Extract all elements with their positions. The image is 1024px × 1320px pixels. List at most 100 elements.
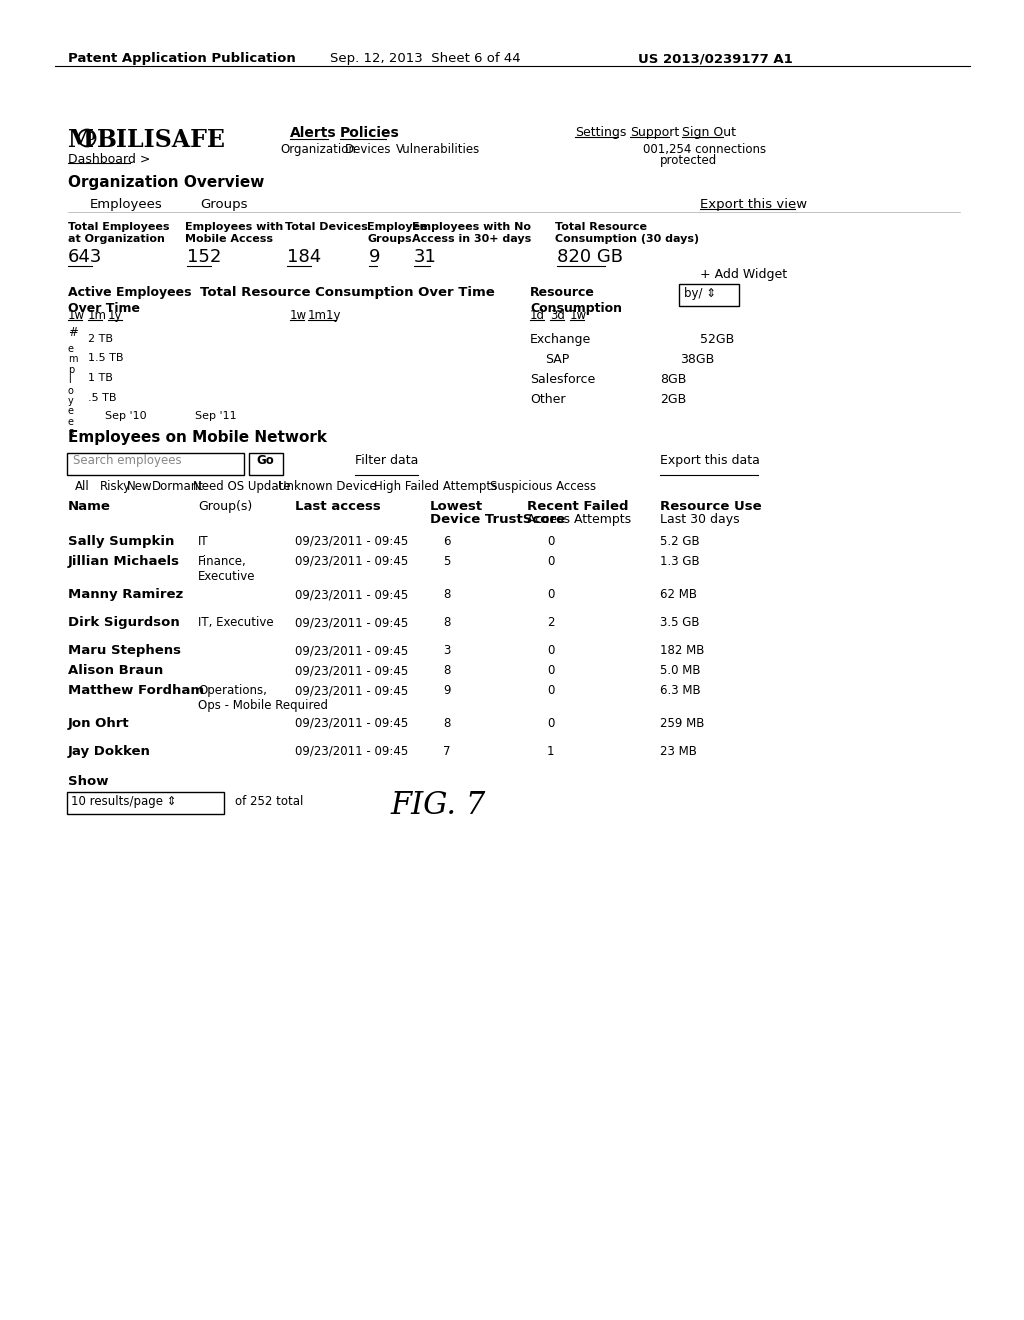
Text: 09/23/2011 - 09:45: 09/23/2011 - 09:45 — [295, 684, 409, 697]
Text: 9: 9 — [443, 684, 451, 697]
Text: 09/23/2011 - 09:45: 09/23/2011 - 09:45 — [295, 587, 409, 601]
Text: Maru Stephens: Maru Stephens — [68, 644, 181, 657]
Text: Unknown Device: Unknown Device — [278, 480, 377, 492]
Text: 8GB: 8GB — [660, 374, 686, 385]
Text: 1.5 TB: 1.5 TB — [88, 352, 124, 363]
Text: 820 GB: 820 GB — [557, 248, 623, 267]
Text: Name: Name — [68, 500, 111, 513]
Text: 8: 8 — [443, 717, 451, 730]
Text: Groups: Groups — [200, 198, 248, 211]
Text: Device TrustScore: Device TrustScore — [430, 513, 565, 525]
Text: 2 TB: 2 TB — [88, 334, 113, 345]
Text: 2: 2 — [547, 616, 555, 630]
Text: 8: 8 — [443, 664, 451, 677]
Text: All: All — [75, 480, 90, 492]
Text: 1w: 1w — [68, 309, 85, 322]
FancyBboxPatch shape — [679, 284, 739, 306]
Text: Settings: Settings — [575, 125, 627, 139]
Text: Salesforce: Salesforce — [530, 374, 595, 385]
Text: Jillian Michaels: Jillian Michaels — [68, 554, 180, 568]
Text: FIG. 7: FIG. 7 — [390, 789, 485, 821]
Text: Devices: Devices — [345, 143, 391, 156]
Text: Dirk Sigurdson: Dirk Sigurdson — [68, 616, 180, 630]
Text: 152: 152 — [187, 248, 221, 267]
Text: #: # — [68, 326, 78, 339]
Text: SAP: SAP — [545, 352, 569, 366]
Text: Dormant: Dormant — [152, 480, 204, 492]
Text: Alerts: Alerts — [290, 125, 337, 140]
Text: 09/23/2011 - 09:45: 09/23/2011 - 09:45 — [295, 744, 409, 758]
Text: 0: 0 — [547, 644, 554, 657]
Text: Lowest: Lowest — [430, 500, 483, 513]
Text: 1y: 1y — [108, 309, 123, 322]
Text: IT, Executive: IT, Executive — [198, 616, 273, 630]
FancyBboxPatch shape — [249, 453, 283, 475]
Text: US 2013/0239177 A1: US 2013/0239177 A1 — [638, 51, 793, 65]
Text: Vulnerabilities: Vulnerabilities — [396, 143, 480, 156]
Text: 0: 0 — [547, 717, 554, 730]
Text: Jay Dokken: Jay Dokken — [68, 744, 151, 758]
Text: High Failed Attempts: High Failed Attempts — [374, 480, 498, 492]
FancyBboxPatch shape — [67, 792, 224, 814]
Text: 3.5 GB: 3.5 GB — [660, 616, 699, 630]
Text: Sign Out: Sign Out — [682, 125, 736, 139]
Text: Dashboard >: Dashboard > — [68, 153, 151, 166]
Text: 0: 0 — [547, 554, 554, 568]
Text: 1d: 1d — [530, 309, 545, 322]
Text: Employees: Employees — [90, 198, 163, 211]
Text: Filter data: Filter data — [355, 454, 419, 467]
Text: Matthew Fordham: Matthew Fordham — [68, 684, 204, 697]
Text: 09/23/2011 - 09:45: 09/23/2011 - 09:45 — [295, 616, 409, 630]
Text: Support: Support — [630, 125, 679, 139]
Text: M: M — [68, 128, 94, 152]
Text: 1m1y: 1m1y — [308, 309, 341, 322]
Text: 0: 0 — [547, 664, 554, 677]
Text: Show: Show — [68, 775, 109, 788]
Text: New: New — [127, 480, 153, 492]
Text: Employees with No
Access in 30+ days: Employees with No Access in 30+ days — [412, 222, 531, 244]
Text: 7: 7 — [443, 744, 451, 758]
Text: Search employees: Search employees — [73, 454, 181, 467]
Text: by/ ⇕: by/ ⇕ — [684, 286, 716, 300]
Text: Group(s): Group(s) — [198, 500, 252, 513]
Text: + Add Widget: + Add Widget — [700, 268, 787, 281]
Text: Suspicious Access: Suspicious Access — [490, 480, 596, 492]
Text: 09/23/2011 - 09:45: 09/23/2011 - 09:45 — [295, 717, 409, 730]
Text: 0: 0 — [547, 587, 554, 601]
Text: 6.3 MB: 6.3 MB — [660, 684, 700, 697]
Text: Active Employees
Over Time: Active Employees Over Time — [68, 286, 191, 315]
Text: of 252 total: of 252 total — [234, 795, 303, 808]
Text: Sep '10: Sep '10 — [105, 411, 146, 421]
Text: Jon Ohrt: Jon Ohrt — [68, 717, 130, 730]
Text: 38GB: 38GB — [680, 352, 715, 366]
Text: 001,254 connections: 001,254 connections — [643, 143, 766, 156]
Text: Patent Application Publication: Patent Application Publication — [68, 51, 296, 65]
Text: Employee
Groups: Employee Groups — [367, 222, 428, 244]
Text: e
m
p
l
o
y
e
e
s: e m p l o y e e s — [68, 345, 78, 437]
Text: IT: IT — [198, 535, 209, 548]
Text: 10 results/page ⇕: 10 results/page ⇕ — [71, 795, 176, 808]
Text: Go: Go — [256, 454, 273, 467]
Text: Total Resource Consumption Over Time: Total Resource Consumption Over Time — [200, 286, 495, 300]
Text: 8: 8 — [443, 616, 451, 630]
Text: Manny Ramirez: Manny Ramirez — [68, 587, 183, 601]
Text: 62 MB: 62 MB — [660, 587, 697, 601]
Text: 184: 184 — [287, 248, 322, 267]
Text: 6: 6 — [443, 535, 451, 548]
Text: 1w: 1w — [570, 309, 587, 322]
Text: 1m: 1m — [88, 309, 106, 322]
Text: 1.3 GB: 1.3 GB — [660, 554, 699, 568]
Text: Risky: Risky — [100, 480, 131, 492]
Text: 3: 3 — [443, 644, 451, 657]
Text: 31: 31 — [414, 248, 437, 267]
Text: Last 30 days: Last 30 days — [660, 513, 739, 525]
Text: 0: 0 — [547, 535, 554, 548]
Text: o: o — [85, 129, 95, 143]
Text: Other: Other — [530, 393, 565, 407]
Text: Export this data: Export this data — [660, 454, 760, 467]
Text: Employees with
Mobile Access: Employees with Mobile Access — [185, 222, 284, 244]
Text: 5: 5 — [443, 554, 451, 568]
Text: Total Employees
at Organization: Total Employees at Organization — [68, 222, 170, 244]
Text: Need OS Update: Need OS Update — [193, 480, 291, 492]
Text: 09/23/2011 - 09:45: 09/23/2011 - 09:45 — [295, 644, 409, 657]
